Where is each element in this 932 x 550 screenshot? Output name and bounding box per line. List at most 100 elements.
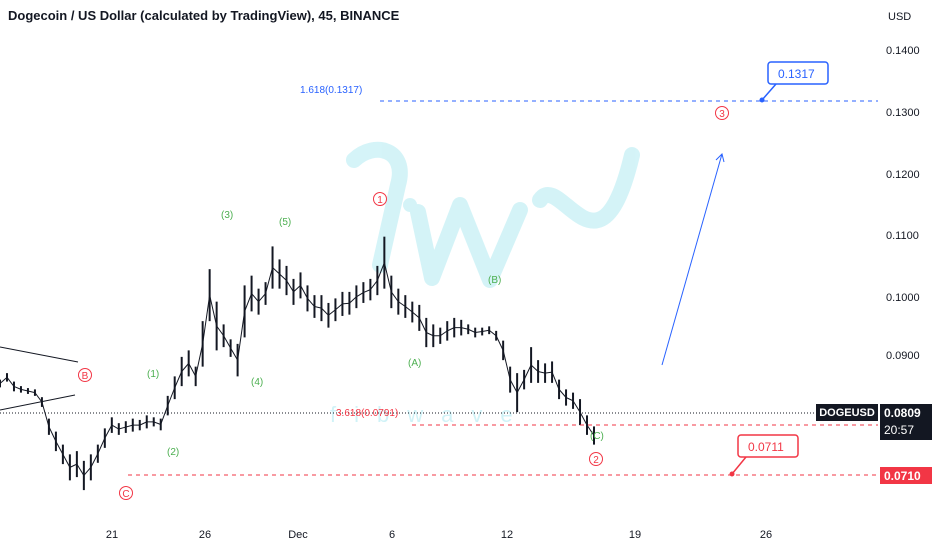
price-line-segment [48, 426, 57, 442]
svg-text:0.0710: 0.0710 [884, 469, 921, 483]
fib-level-upper-label: 1.618(0.1317) [300, 85, 362, 96]
price-line-segment [321, 307, 329, 316]
wave-circle-2: 2 [589, 452, 603, 466]
callout-lower[interactable]: 0.0711 [729, 434, 799, 477]
wave-circle-3: 3 [715, 106, 729, 120]
last-price-tag[interactable]: 0.0809 20:57 [880, 404, 932, 440]
y-tick-label: 0.0900 [886, 350, 920, 362]
callout-upper[interactable]: 0.1317 [759, 61, 829, 103]
trendline-lower[interactable] [0, 394, 76, 411]
price-line-segment [62, 454, 71, 468]
callout-lower-text: 0.0711 [748, 440, 784, 454]
wave-circle-1: 1 [373, 192, 387, 206]
red-level-tag[interactable]: 0.0710 [880, 467, 932, 484]
price-line-segment [13, 385, 22, 390]
price-line-segment [565, 397, 574, 402]
price-line-segment [125, 424, 133, 428]
wave-label-1: (1) [147, 369, 159, 380]
fib-level-lower-label: 3.618(0.0791) [336, 408, 398, 419]
price-line-segment [41, 401, 50, 427]
currency-label: USD [888, 11, 911, 23]
price-line-segment [418, 317, 427, 333]
projection-arrow-head [715, 153, 725, 163]
trendline-upper[interactable] [0, 346, 79, 363]
price-line-segment [251, 293, 259, 302]
price-line-segment [265, 267, 274, 294]
price-line-segment [76, 463, 85, 476]
wave-label-b: (B) [488, 275, 501, 286]
price-line-segment [174, 371, 183, 388]
watermark-logo [346, 141, 640, 288]
price-line-segment [293, 285, 301, 293]
wave-label-a: (A) [408, 358, 421, 369]
y-tick-label: 0.1100 [886, 230, 919, 242]
candle-countdown: 20:57 [884, 423, 914, 437]
price-line-segment [258, 293, 266, 302]
price-line-segment [349, 296, 357, 304]
price-line-segment [398, 301, 406, 307]
price-line-segment [342, 302, 350, 305]
price-line-segment [551, 371, 560, 390]
price-line-segment [167, 387, 176, 406]
chart-title: Dogecoin / US Dollar (calculated by Trad… [8, 8, 400, 23]
x-tick-label: 26 [760, 529, 772, 541]
x-tick-label: 21 [106, 529, 118, 541]
price-line-segment [530, 364, 539, 372]
svg-text:C: C [122, 489, 129, 500]
price-line-segment [468, 328, 476, 333]
price-line-segment [545, 371, 553, 374]
price-line-segment [272, 267, 280, 275]
svg-text:2: 2 [593, 455, 599, 466]
price-line-segment [83, 467, 92, 476]
projection-arrow[interactable] [661, 153, 723, 366]
symbol-tag[interactable]: DOGEUSD [816, 404, 878, 421]
wave-circle-c: C [119, 486, 133, 500]
svg-text:1: 1 [377, 195, 383, 206]
price-line-segment [104, 424, 113, 439]
wave-circle-b: B [78, 368, 92, 382]
price-line-segment [111, 424, 120, 430]
price-line-segment [495, 335, 504, 351]
price-series [0, 236, 595, 491]
x-tick-label: 12 [501, 529, 513, 541]
price-line-segment [216, 325, 225, 337]
wave-label-5: (5) [279, 217, 291, 228]
price-line-segment [516, 379, 525, 393]
price-line-segment [363, 289, 371, 294]
price-line-segment [523, 364, 532, 380]
y-tick-label: 0.1200 [886, 169, 920, 181]
price-line-segment [300, 285, 308, 299]
price-line-segment [6, 377, 15, 387]
y-tick-label: 0.1400 [886, 45, 920, 57]
price-line-segment [195, 343, 204, 377]
price-line-segment [118, 426, 126, 430]
price-line-segment [20, 388, 29, 392]
wave-label-c: (C) [590, 431, 604, 442]
price-line-segment [69, 463, 78, 468]
price-line-segment [230, 347, 239, 361]
price-line-segment [55, 441, 64, 455]
svg-text:DOGEUSD: DOGEUSD [819, 407, 875, 419]
watermark-text: fibwave [330, 402, 531, 427]
price-line-segment [369, 280, 378, 290]
price-line-segment [558, 389, 567, 398]
price-line-segment [34, 392, 43, 403]
price-line-segment [328, 309, 336, 316]
price-line-segment [188, 363, 197, 377]
price-line-segment [461, 327, 469, 330]
price-line-segment [223, 335, 232, 349]
price-line-segment [139, 421, 147, 426]
price-line-segment [209, 295, 218, 327]
price-line-segment [537, 371, 546, 374]
price-line-segment [383, 262, 392, 293]
price-line-segment [335, 303, 343, 311]
price-line-segment [390, 291, 399, 302]
x-tick-label: Dec [288, 529, 308, 541]
price-line-segment [90, 453, 99, 468]
price-line-segment [488, 329, 497, 337]
price-line-segment [153, 421, 161, 425]
price-line-segment [356, 292, 364, 298]
price-line-segment [0, 376, 8, 384]
price-line-segment [279, 273, 287, 281]
